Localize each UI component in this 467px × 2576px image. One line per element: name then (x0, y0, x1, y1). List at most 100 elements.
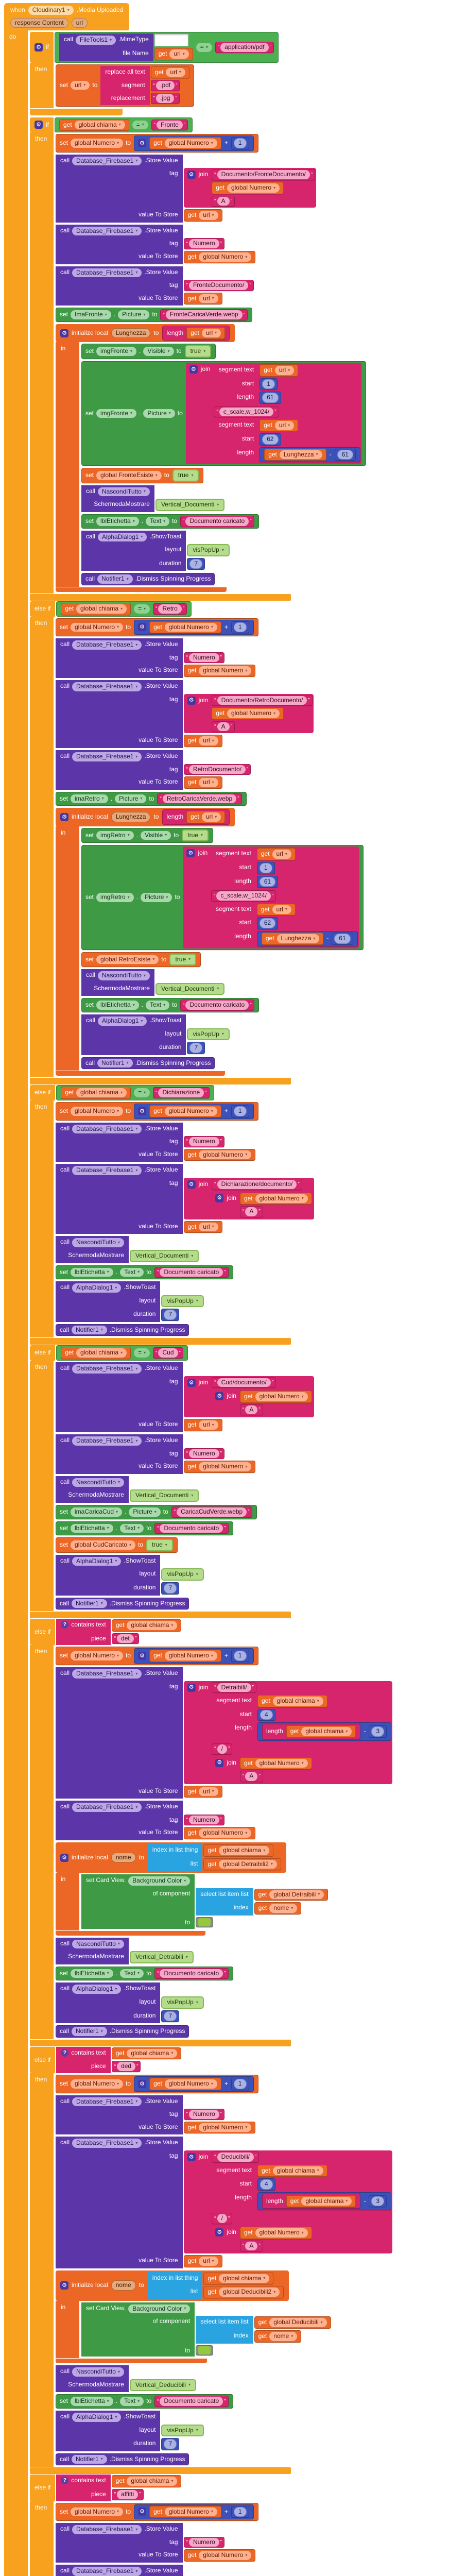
variable-dropdown[interactable]: global Numero ▾ (71, 1651, 124, 1660)
dropdown-block[interactable]: visPopUp ▾ (161, 2424, 204, 2437)
string-literal[interactable]: A (245, 1405, 258, 1415)
variable-dropdown[interactable]: global Detraibili2 ▾ (219, 1859, 277, 1869)
empty-socket[interactable] (154, 34, 188, 47)
text-string-block[interactable]: “Detraibili/” (212, 1682, 256, 1693)
string-literal[interactable]: Deducibili/ (217, 2152, 254, 2162)
initialize-local-block[interactable]: ⚙ initialize local nome to index in list thi… (56, 1842, 328, 1936)
segment-text-block[interactable]: segment text get global chiama ▾ start 4 lengt… (212, 2164, 392, 2212)
join-block[interactable]: ⚙ join segment text get url ▾ start 1 length 61 “c… (183, 846, 359, 948)
mutator-gear-icon[interactable]: ⚙ (215, 2228, 224, 2236)
variable-dropdown[interactable]: global Numero ▾ (164, 2507, 217, 2517)
string-literal[interactable]: RetroDocumento/ (188, 765, 246, 774)
variable-dropdown[interactable]: url ▾ (272, 905, 291, 914)
set-property-block[interactable]: set lblEtichetta ▾. Text ▾ to “Documento caric… (56, 1521, 233, 1536)
get-variable-block[interactable]: get global Detraibili2 ▾ (203, 1858, 281, 1871)
mutator-gear-icon[interactable]: ⚙ (34, 43, 43, 52)
variable-dropdown[interactable]: global Numero ▾ (71, 622, 124, 632)
event-parameter-chip[interactable]: url (71, 18, 88, 28)
text-string-block[interactable]: “RetroDocumento/” (183, 764, 251, 775)
property-dropdown[interactable]: Text ▾ (120, 1969, 144, 1978)
get-variable-block[interactable]: get global Numero ▾ (183, 2121, 256, 2134)
variable-dropdown[interactable]: global chiama ▾ (127, 1621, 178, 1630)
text-string-block[interactable]: “application/pdf” (215, 42, 274, 53)
variable-dropdown[interactable]: global Numero ▾ (164, 1651, 217, 1660)
component-method-call-block[interactable]: call Database_Firebase1 ▾ .Store Value tag “N… (56, 1434, 256, 1474)
text-string-block[interactable]: “Documento caricato” (180, 516, 254, 527)
dropdown-block[interactable]: Vertical_Documenti ▾ (129, 1489, 199, 1502)
component-dropdown[interactable]: Database_Firebase1 ▾ (72, 682, 142, 691)
dropdown-block[interactable]: Vertical_Documenti ▾ (155, 982, 225, 995)
variable-dropdown[interactable]: global Numero ▾ (199, 1150, 252, 1160)
get-variable-block[interactable]: get url ▾ (183, 209, 222, 222)
set-property-block[interactable]: set lblEtichetta ▾. Text ▾ to “Documento caric… (56, 2394, 233, 2409)
contains-text-block[interactable]: ? contains text get global chiama ▾ piece “ded… (56, 2046, 182, 2073)
variable-dropdown[interactable]: url ▾ (166, 67, 185, 77)
get-variable-block[interactable]: get global Numero ▾ (149, 1105, 221, 1117)
number-literal[interactable]: 61 (337, 449, 353, 460)
dropdown-block[interactable]: true ▾ (182, 829, 209, 842)
string-literal[interactable]: Cud/documento/ (217, 1378, 271, 1387)
length-block[interactable]: length get url ▾ (162, 809, 230, 825)
variable-dropdown[interactable]: global Numero ▾ (227, 183, 280, 193)
number-block[interactable]: 4 (257, 1708, 275, 1721)
component-dropdown[interactable]: Database_Firebase1 ▾ (72, 1364, 142, 1374)
number-literal[interactable]: 1 (233, 2506, 247, 2517)
text-string-block[interactable]: “.pdf” (150, 80, 180, 91)
component-dropdown[interactable]: lblEtichetta ▾ (71, 1969, 113, 1978)
procedure-call-block[interactable]: call NascondiTutto ▾ SchermodaMostrare Verti… (56, 1476, 199, 1503)
variable-dropdown[interactable]: global chiama ▾ (219, 2274, 270, 2283)
variable-dropdown[interactable]: global chiama ▾ (219, 1846, 270, 1855)
variable-dropdown[interactable]: global Numero ▾ (164, 622, 217, 632)
property-dropdown[interactable]: Text ▾ (120, 2397, 144, 2406)
operator-dropdown[interactable]: = ▾ (196, 43, 212, 52)
number-literal[interactable]: 1 (233, 1106, 247, 1116)
get-variable-block[interactable]: get Lunghezza ▾ (261, 933, 324, 945)
mutator-gear-icon[interactable]: ⚙ (187, 2153, 196, 2161)
dropdown-block[interactable]: visPopUp ▾ (161, 1568, 204, 1581)
number-block[interactable]: 1 (231, 2505, 249, 2518)
string-literal[interactable]: Detraibili/ (217, 1683, 251, 1692)
number-block[interactable]: 7 (161, 1582, 180, 1595)
variable-dropdown[interactable]: global Numero ▾ (164, 139, 217, 148)
string-literal[interactable]: det (117, 1634, 134, 1643)
number-block[interactable]: 61 (332, 933, 353, 945)
event-parameter-chip[interactable]: response Content (10, 18, 68, 28)
component-dropdown[interactable]: Database_Firebase1 ▾ (72, 1803, 142, 1812)
variable-dropdown[interactable]: global Numero ▾ (71, 2079, 124, 2089)
variable-dropdown[interactable]: url ▾ (199, 1420, 218, 1430)
dropdown-block[interactable]: Vertical_Detraibili ▾ (129, 1951, 194, 1963)
set-property-block[interactable]: set lblEtichetta ▾. Text ▾ to “Documento caric… (56, 1265, 233, 1280)
get-variable-block[interactable]: get global Numero ▾ (149, 2077, 221, 2090)
logic-compare-block[interactable]: get global chiama ▾ = ▾ “Dichiarazione” (56, 1085, 214, 1100)
number-block[interactable]: 61 (256, 875, 279, 888)
variable-dropdown[interactable]: url ▾ (199, 1787, 218, 1797)
string-literal[interactable]: A (245, 1207, 258, 1216)
component-method-call-block[interactable]: call Notifier1 ▾ .Dismiss Spinning Progress (56, 2025, 189, 2038)
mutator-gear-icon[interactable]: ⚙ (138, 2079, 147, 2088)
text-string-block[interactable]: “Numero” (183, 1136, 224, 1147)
component-method-call-block[interactable]: call AlphaDialog1 ▾ .ShowToast layout visPopU… (56, 1982, 204, 2024)
string-literal[interactable]: / (217, 1744, 227, 1754)
string-literal[interactable]: affitti (117, 2490, 139, 2499)
component-dropdown[interactable]: Database_Firebase1 ▾ (72, 640, 142, 650)
get-variable-block[interactable]: get global chiama ▾ (203, 1844, 274, 1857)
mutator-gear-icon[interactable]: ⚙ (187, 1378, 196, 1387)
dropdown-block[interactable]: true ▾ (146, 1539, 173, 1551)
component-dropdown[interactable]: Database_Firebase1 ▾ (72, 268, 142, 278)
variable-dropdown[interactable]: url ▾ (199, 1222, 218, 1232)
mutator-gear-icon[interactable]: ⚙ (60, 2281, 68, 2290)
string-literal[interactable]: application/pdf (220, 43, 269, 52)
component-dropdown[interactable]: imgRetro ▾ (96, 893, 134, 902)
length-block[interactable]: length get url ▾ (162, 325, 230, 341)
property-dropdown[interactable]: Picture ▾ (115, 794, 147, 804)
component-method-call-block[interactable]: call AlphaDialog1 ▾ .ShowToast layout visPopU… (81, 530, 230, 571)
text-string-block[interactable]: “Cud/documento/” (212, 1377, 276, 1388)
dropdown-block[interactable]: Vertical_Documenti ▾ (155, 499, 225, 511)
property-dropdown[interactable]: Picture ▾ (129, 1507, 161, 1517)
help-question-icon[interactable]: ? (61, 1621, 69, 1629)
component-method-call-block[interactable]: call Database_Firebase1 ▾ .Store Value tag “N… (56, 638, 256, 678)
number-block[interactable]: 3 (369, 2195, 387, 2208)
component-dropdown[interactable]: imaCaricaCud ▾ (71, 1507, 123, 1517)
